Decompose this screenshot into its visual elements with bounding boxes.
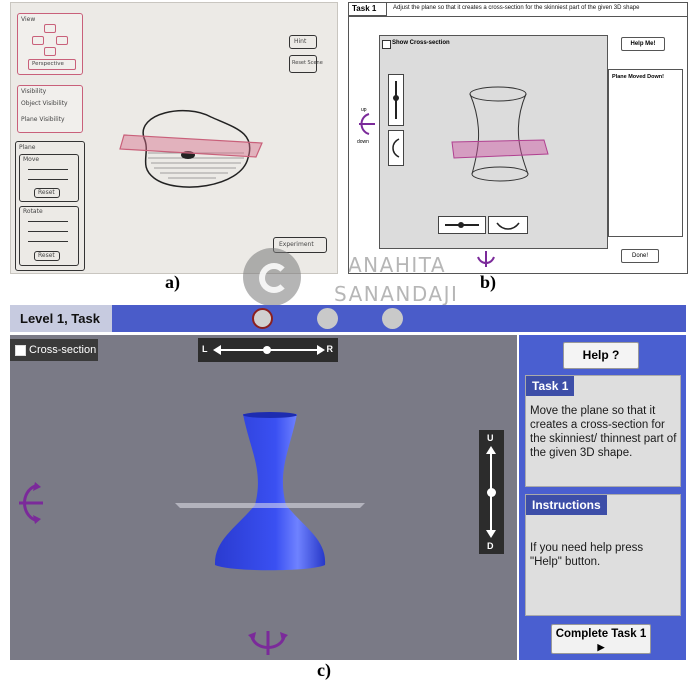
sketch-visibility-label: Visibility xyxy=(21,88,47,95)
side-panel: Help ? Task 1 Move the plane so that it … xyxy=(519,335,686,660)
sketch-rotate-label: Rotate xyxy=(23,208,43,215)
sketch-experiment-label: Experiment xyxy=(279,241,314,248)
left-right-slider-thumb[interactable] xyxy=(263,346,271,354)
complete-task-button[interactable]: Complete Task 1 ▶ xyxy=(551,624,651,654)
cross-section-checkbox[interactable] xyxy=(15,345,26,356)
wireframe-task-text: Adjust the plane so that it creates a cr… xyxy=(393,5,640,11)
level-title: Level 1, Task xyxy=(10,305,112,332)
sketch-move-label: Move xyxy=(23,156,40,163)
sketch-reset-label-1: Reset xyxy=(38,189,55,196)
task-card: Task 1 Move the plane so that it creates… xyxy=(525,375,681,487)
wireframe-shape xyxy=(451,86,549,182)
slider-left-label: L xyxy=(202,344,208,354)
slider-right-label: R xyxy=(326,344,334,354)
sketch-view-label: View xyxy=(21,16,36,23)
sketch-down-button xyxy=(44,47,56,56)
progress-dot-3[interactable] xyxy=(382,308,403,329)
wireframe-feedback-text: Plane Moved Down! xyxy=(612,74,664,80)
sketch-plane-group: Plane Move Reset Rotate Reset xyxy=(15,141,85,271)
rotate-horizontal-icon[interactable] xyxy=(246,627,290,657)
top-bar: Level 1, Task xyxy=(10,305,686,332)
watermark-line-2: SANANDAJI xyxy=(334,282,459,306)
sketch-experiment-button: Experiment xyxy=(273,237,327,253)
caption-b: b) xyxy=(480,272,497,292)
task-text: Move the plane so that it creates a cros… xyxy=(530,405,677,459)
sketch-reset-label-2: Reset xyxy=(38,252,55,259)
instructions-title: Instructions xyxy=(526,495,607,515)
watermark-line-1: ANAHITA xyxy=(348,253,447,277)
sketch-rotate-box: Rotate Reset xyxy=(19,206,79,266)
progress-dot-1[interactable] xyxy=(252,308,273,329)
sketch-up-button xyxy=(44,24,56,33)
wireframe-cross-section-label: Show Cross-section xyxy=(392,40,450,46)
sketch-hint-button: Hint xyxy=(289,35,317,49)
sketch-object-visibility-label: Object Visibility xyxy=(21,100,68,107)
cross-section-toggle[interactable]: Cross-section xyxy=(10,339,98,361)
slider-up-label: U xyxy=(487,433,494,443)
wireframe-panel-b: Task 1 Adjust the plane so that it creat… xyxy=(348,2,688,274)
sketch-perspective-button: Perspective xyxy=(28,59,76,70)
wireframe-horizontal-slider xyxy=(438,216,486,234)
sketch-reset-scene-label: Reset Scene xyxy=(292,60,323,66)
sketch-visibility-group: Visibility Object Visibility Plane Visib… xyxy=(17,85,83,133)
3d-viewport[interactable]: Cross-section L R xyxy=(10,335,517,660)
sketch-left-button xyxy=(32,36,44,45)
sketch-blob-shape xyxy=(119,109,263,188)
wireframe-up-label: up xyxy=(361,107,367,113)
wireframe-help-button: Help Me! xyxy=(621,37,665,51)
sketch-reset-button-1: Reset xyxy=(34,188,60,198)
wireframe-rotate-control xyxy=(388,130,404,166)
wireframe-feedback-panel: Plane Moved Down! xyxy=(608,69,683,237)
sketch-view-group: View Perspective xyxy=(17,13,83,75)
left-right-slider[interactable]: L R xyxy=(198,338,338,362)
slider-down-label: D xyxy=(487,541,494,551)
caption-c: c) xyxy=(317,660,331,680)
complete-task-label: Complete Task 1 xyxy=(555,628,647,640)
wireframe-spin-icon xyxy=(477,251,495,267)
rotate-vertical-icon[interactable] xyxy=(15,482,47,524)
wireframe-spin-control xyxy=(488,216,528,234)
watermark-logo xyxy=(243,248,301,306)
sketch-right-button xyxy=(56,36,68,45)
cross-section-plane[interactable] xyxy=(175,503,365,508)
wireframe-task-label: Task 1 xyxy=(349,3,387,16)
sketch-reset-scene-button: Reset Scene xyxy=(289,55,323,73)
sketch-plane-visibility-label: Plane Visibility xyxy=(21,116,65,123)
sketch-hint-label: Hint xyxy=(294,38,307,45)
instructions-text: If you need help press "Help" button. xyxy=(530,542,644,568)
wireframe-rotate-icon xyxy=(359,113,375,135)
sketch-perspective-label: Perspective xyxy=(32,61,64,67)
progress-dot-2[interactable] xyxy=(317,308,338,329)
task-title: Task 1 xyxy=(526,376,575,396)
wireframe-vertical-slider xyxy=(388,74,404,126)
sketch-move-box: Move Reset xyxy=(19,154,79,202)
app-panel-c: Level 1, Task Cross-section L R xyxy=(10,305,686,660)
3d-shape[interactable] xyxy=(170,410,370,575)
cross-section-label: Cross-section xyxy=(29,344,97,356)
play-icon: ▶ xyxy=(597,642,605,652)
wireframe-3d-canvas: Show Cross-section xyxy=(379,35,608,249)
up-down-slider[interactable]: U D xyxy=(479,430,504,554)
instructions-card: Instructions If you need help press "Hel… xyxy=(525,494,681,616)
up-down-slider-thumb[interactable] xyxy=(487,488,496,497)
wireframe-cross-section-checkbox xyxy=(382,40,391,49)
caption-a: a) xyxy=(165,272,180,292)
sketch-plane-label: Plane xyxy=(19,144,36,151)
wireframe-down-label: down xyxy=(357,139,369,145)
sketch-reset-button-2: Reset xyxy=(34,251,60,261)
help-button[interactable]: Help ? xyxy=(563,342,639,369)
wireframe-done-button: Done! xyxy=(621,249,659,263)
sketch-panel-a: View Perspective Visibility Object Visib… xyxy=(10,2,338,274)
